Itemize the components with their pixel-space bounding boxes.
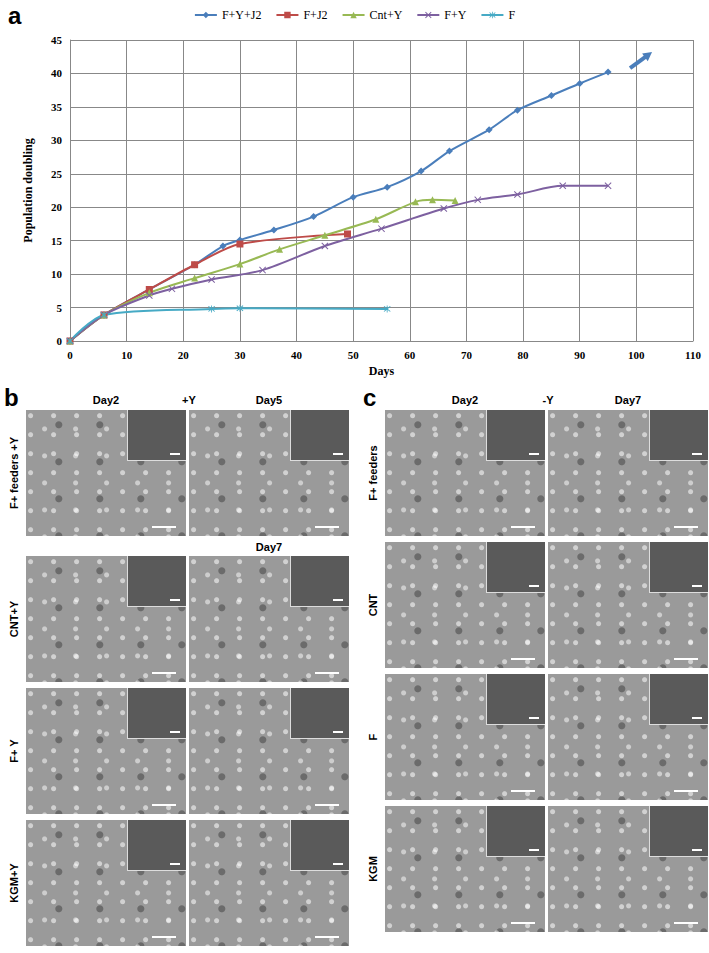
svg-text:15: 15 [51,235,63,247]
html-text:CNT+Y: CNT+Y [8,600,20,638]
svg-text:F+Y: F+Y [444,8,466,22]
svg-text:50: 50 [348,349,360,361]
svg-text:F: F [508,8,515,22]
html-text:KGM+Y: KGM+Y [8,863,20,903]
html-text:-Y: -Y [542,394,554,406]
html-text:Day7: Day7 [614,394,642,406]
svg-text:10: 10 [51,268,63,280]
html-text:Day7: Day7 [255,541,283,553]
svg-text:30: 30 [234,349,246,361]
svg-text:10: 10 [121,349,133,361]
svg-text:Days: Days [369,364,395,378]
html-text:c: c [363,384,377,411]
svg-text:5: 5 [57,302,63,314]
html-text:Day2: Day2 [451,394,479,406]
html-text:Day5: Day5 [255,394,283,406]
svg-text:Population doubling: Population doubling [21,138,35,242]
svg-text:35: 35 [51,101,63,113]
html-text:KGM: KGM [367,856,379,882]
svg-text:90: 90 [574,349,586,361]
html-text:CNT: CNT [367,593,379,617]
svg-text:20: 20 [178,349,190,361]
html-text:a: a [8,2,22,29]
svg-text:40: 40 [51,67,63,79]
html-text:F+ Y: F+ Y [8,739,20,763]
html-text:+Y: +Y [182,394,196,406]
html-text:F+ feeders: F+ feeders [367,445,379,501]
svg-text:30: 30 [51,134,63,146]
svg-text:45: 45 [51,34,63,46]
svg-text:110: 110 [685,349,701,361]
html-text:b: b [4,384,19,411]
svg-text:0: 0 [67,349,73,361]
svg-text:80: 80 [518,349,530,361]
svg-text:F+Y+J2: F+Y+J2 [222,8,262,22]
svg-text:F+J2: F+J2 [303,8,327,22]
svg-text:40: 40 [291,349,303,361]
html-text:F: F [367,733,379,741]
html-text:F+ feeders +Y: F+ feeders +Y [8,436,20,510]
svg-text:70: 70 [461,349,473,361]
svg-text:0: 0 [57,335,63,347]
svg-text:Cnt+Y: Cnt+Y [370,8,403,22]
html-text:Day2: Day2 [92,394,120,406]
svg-text:60: 60 [404,349,416,361]
svg-text:100: 100 [628,349,645,361]
svg-text:20: 20 [51,201,63,213]
svg-text:25: 25 [51,168,63,180]
